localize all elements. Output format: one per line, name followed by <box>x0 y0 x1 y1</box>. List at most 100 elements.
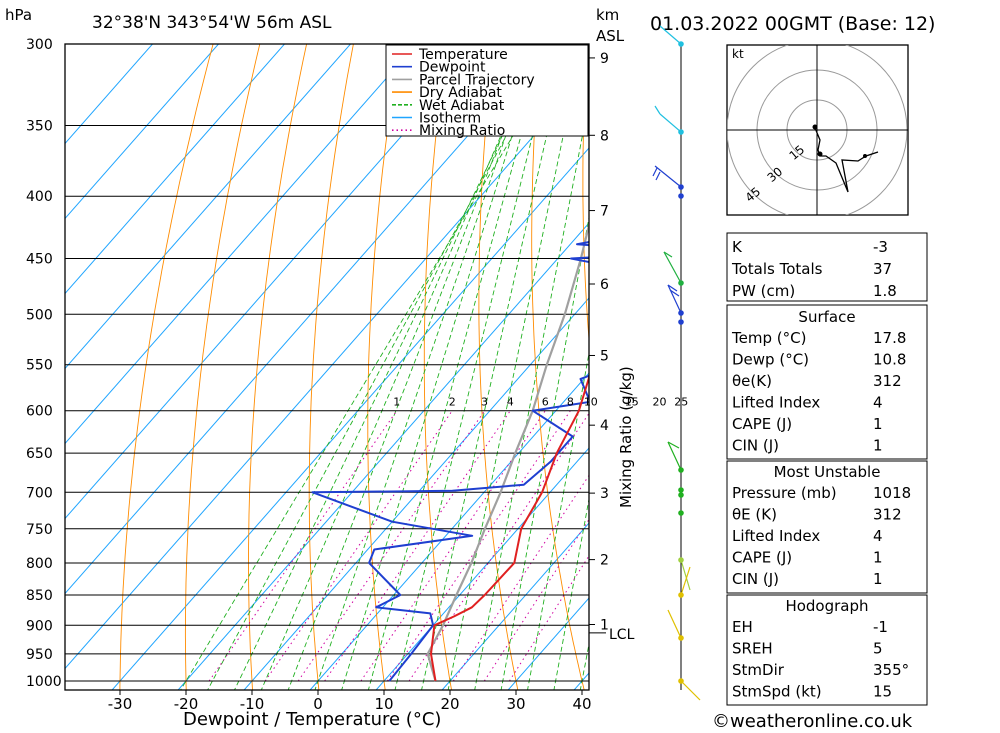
pressure-tick-label: 550 <box>26 358 53 374</box>
table-row-value: 1 <box>873 415 883 433</box>
table-row-label: Pressure (mb) <box>732 484 837 502</box>
pressure-tick-label: 850 <box>26 588 53 604</box>
table-row-label: θe(K) <box>732 372 772 390</box>
dry-adiabat-line <box>119 44 214 690</box>
temperature-line <box>430 374 589 682</box>
temperature-tick-label: -20 <box>174 695 199 713</box>
wet-adiabat-line <box>180 44 569 690</box>
mixing-ratio-line <box>208 410 398 682</box>
k-index-value: -3 <box>873 238 888 256</box>
isotherm-line <box>65 44 484 520</box>
wind-level-marker <box>678 492 684 498</box>
wind-barb <box>680 680 701 701</box>
indices-table: K -3 Totals Totals 37 PW (cm) 1.8 <box>726 232 928 302</box>
pressure-tick-label: 600 <box>26 404 53 420</box>
temperature-tick-label: -10 <box>240 695 265 713</box>
mixing-ratio-tick-label: 8 <box>567 396 574 409</box>
isotherm-line <box>441 522 589 690</box>
mixing-ratio-tick-label: 6 <box>542 396 549 409</box>
mixing-ratio-tick-label: 15 <box>625 396 639 409</box>
table-row-value: 15 <box>873 683 892 701</box>
hodograph-storm-point <box>812 124 818 130</box>
wind-level-marker <box>678 487 684 493</box>
table-row-label: Lifted Index <box>732 394 820 412</box>
totals-totals-label: Totals Totals <box>731 260 823 278</box>
height-tick-label: 2 <box>600 553 609 569</box>
temperature-tick-label: 30 <box>506 695 525 713</box>
pressure-tick-label: 300 <box>26 37 53 53</box>
table-row-value: 10.8 <box>873 351 906 369</box>
wet-adiabat-line <box>233 44 548 690</box>
table-row-value: 4 <box>873 394 883 412</box>
pressure-tick-label: 650 <box>26 446 53 462</box>
wind-barb <box>663 251 682 284</box>
wet-adiabat-line <box>314 44 538 690</box>
legend-entry: Parcel Trajectory <box>419 72 535 88</box>
height-tick-label: 3 <box>600 486 609 502</box>
legend-entry: Mixing Ratio <box>419 123 505 139</box>
table-row-value: 1 <box>873 549 883 567</box>
hodograph-mean-point <box>817 151 823 157</box>
table-row-label: Temp (°C) <box>731 329 806 347</box>
wind-barb <box>669 289 680 297</box>
mixing-ratio-line <box>324 410 511 682</box>
wet-adiabat-line <box>447 44 583 690</box>
height-tick-label: 1 <box>600 617 609 633</box>
copyright-footer: ©weatheronline.co.uk <box>712 711 913 732</box>
pressure-tick-label: 700 <box>26 485 53 501</box>
wind-barb <box>659 25 682 45</box>
mixing-ratio-line <box>297 410 486 682</box>
k-index-label: K <box>732 238 743 256</box>
wet-adiabat-line <box>421 44 568 690</box>
surface-title: Surface <box>798 308 855 326</box>
hodograph: kt 15 30 45 <box>726 44 909 216</box>
table-row-label: CAPE (J) <box>732 549 792 567</box>
wind-barb-column <box>652 25 701 701</box>
isotherm-line <box>309 372 589 690</box>
legend-entry: Temperature <box>418 47 508 63</box>
dewpoint-line <box>311 241 589 682</box>
parcel-trajectory-line <box>426 220 589 682</box>
wind-barb <box>667 284 682 314</box>
pressure-grid <box>65 43 589 682</box>
isotherm-line <box>65 44 220 220</box>
wind-barb <box>680 566 691 596</box>
dry-adiabat-line <box>959 26 1000 707</box>
pressure-tick-label: 900 <box>26 618 53 634</box>
table-row-label: Dewp (°C) <box>732 351 809 369</box>
lcl-label: LCL <box>609 627 635 643</box>
table-row-value: 312 <box>873 372 902 390</box>
wet-adiabat-line <box>394 44 556 690</box>
pressure-tick-label: 500 <box>26 307 53 323</box>
hodograph-table-title: Hodograph <box>785 597 868 615</box>
dry-adiabat-line <box>582 44 589 345</box>
dry-adiabat-line <box>531 44 585 690</box>
table-row-label: StmSpd (kt) <box>732 683 822 701</box>
table-row-value: 4 <box>873 527 883 545</box>
wind-barb <box>667 441 682 471</box>
table-row-value: 1018 <box>873 484 911 502</box>
pw-value: 1.8 <box>873 282 897 300</box>
wet-adiabat-line <box>527 350 589 690</box>
height-tick-label: 9 <box>600 51 609 67</box>
wind-barb <box>663 251 673 258</box>
mixing-ratio-labels: 1 2 3 4 6 8 10 15 20 25 <box>393 396 688 409</box>
pressure-tick-label: 350 <box>26 119 53 135</box>
legend-entry: Isotherm <box>419 111 481 127</box>
dry-adiabat-line <box>248 44 308 690</box>
wind-barb <box>652 167 658 177</box>
asl-unit-label: ASL <box>596 27 625 45</box>
hodograph-unit: kt <box>732 47 744 61</box>
wind-barb <box>667 284 678 292</box>
table-row-value: 312 <box>873 506 902 524</box>
isotherm-line <box>111 147 589 690</box>
wind-barb <box>655 171 661 181</box>
table-row-value: 5 <box>873 640 883 658</box>
table-row-label: EH <box>732 618 753 636</box>
table-row-value: -1 <box>873 618 888 636</box>
height-tick-label: 4 <box>600 418 609 434</box>
table-row-label: θE (K) <box>732 506 777 524</box>
wet-adiabat-line <box>207 44 557 690</box>
